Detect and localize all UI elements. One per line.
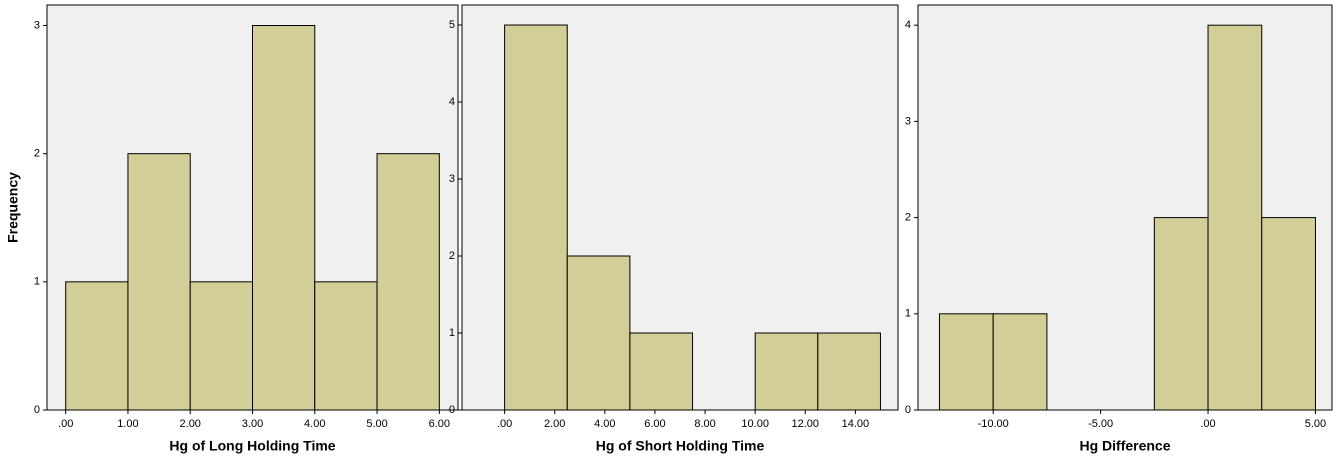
x-tick-label: -10.00 <box>978 418 1009 430</box>
x-tick-label: .00 <box>1200 418 1215 430</box>
y-tick-label: 4 <box>449 96 455 108</box>
x-tick-label: 5.00 <box>366 418 387 430</box>
plot-frame <box>461 4 899 411</box>
y-tick-label: 0 <box>905 404 911 416</box>
plot-frame <box>46 4 459 411</box>
bar <box>1153 217 1209 411</box>
bar <box>1207 24 1263 411</box>
x-tick-label: .00 <box>58 418 73 430</box>
y-tick-label: 2 <box>449 250 455 262</box>
bar <box>65 281 129 411</box>
bar <box>252 25 316 411</box>
bar <box>629 332 694 411</box>
x-tick-label: 2.00 <box>544 418 565 430</box>
y-tick-label: 4 <box>905 19 911 31</box>
y-tick-label: 3 <box>905 115 911 127</box>
bar <box>189 281 254 411</box>
x-tick-label: -5.00 <box>1088 418 1113 430</box>
y-tick-label: 2 <box>905 212 911 224</box>
y-tick-label: 3 <box>449 173 455 185</box>
x-axis-label: Hg of Long Holding Time <box>169 438 335 454</box>
y-tick-label: 3 <box>34 19 40 31</box>
y-tick-label: 1 <box>905 308 911 320</box>
x-tick-label: 5.00 <box>1305 418 1326 430</box>
x-tick-label: 14.00 <box>842 418 870 430</box>
y-tick-label: 2 <box>34 148 40 160</box>
bar <box>504 24 568 411</box>
bar <box>566 255 631 411</box>
x-tick-label: 2.00 <box>180 418 201 430</box>
y-tick-label: 1 <box>449 327 455 339</box>
bar <box>376 153 440 411</box>
x-tick-label: .00 <box>497 418 512 430</box>
bar <box>992 313 1048 411</box>
x-tick-label: 3.00 <box>242 418 263 430</box>
bar <box>754 332 819 411</box>
bar <box>1261 217 1316 411</box>
x-tick-label: 1.00 <box>117 418 138 430</box>
y-axis-label: Frequency <box>5 172 21 243</box>
x-tick-label: 6.00 <box>429 418 450 430</box>
bar <box>938 313 994 411</box>
x-tick-label: 6.00 <box>644 418 665 430</box>
x-tick-label: 12.00 <box>792 418 820 430</box>
bar <box>817 332 881 411</box>
plot-frame <box>917 4 1333 411</box>
bar <box>314 281 378 411</box>
x-tick-label: 8.00 <box>694 418 715 430</box>
x-axis-label: Hg of Short Holding Time <box>596 438 765 454</box>
y-tick-label: 0 <box>449 404 455 416</box>
x-tick-label: 4.00 <box>594 418 615 430</box>
bar <box>127 153 191 411</box>
x-tick-label: 10.00 <box>741 418 769 430</box>
y-tick-label: 0 <box>34 404 40 416</box>
x-axis-label: Hg Difference <box>1079 438 1170 454</box>
y-tick-label: 5 <box>449 19 455 31</box>
x-tick-label: 4.00 <box>304 418 325 430</box>
y-tick-label: 1 <box>34 276 40 288</box>
